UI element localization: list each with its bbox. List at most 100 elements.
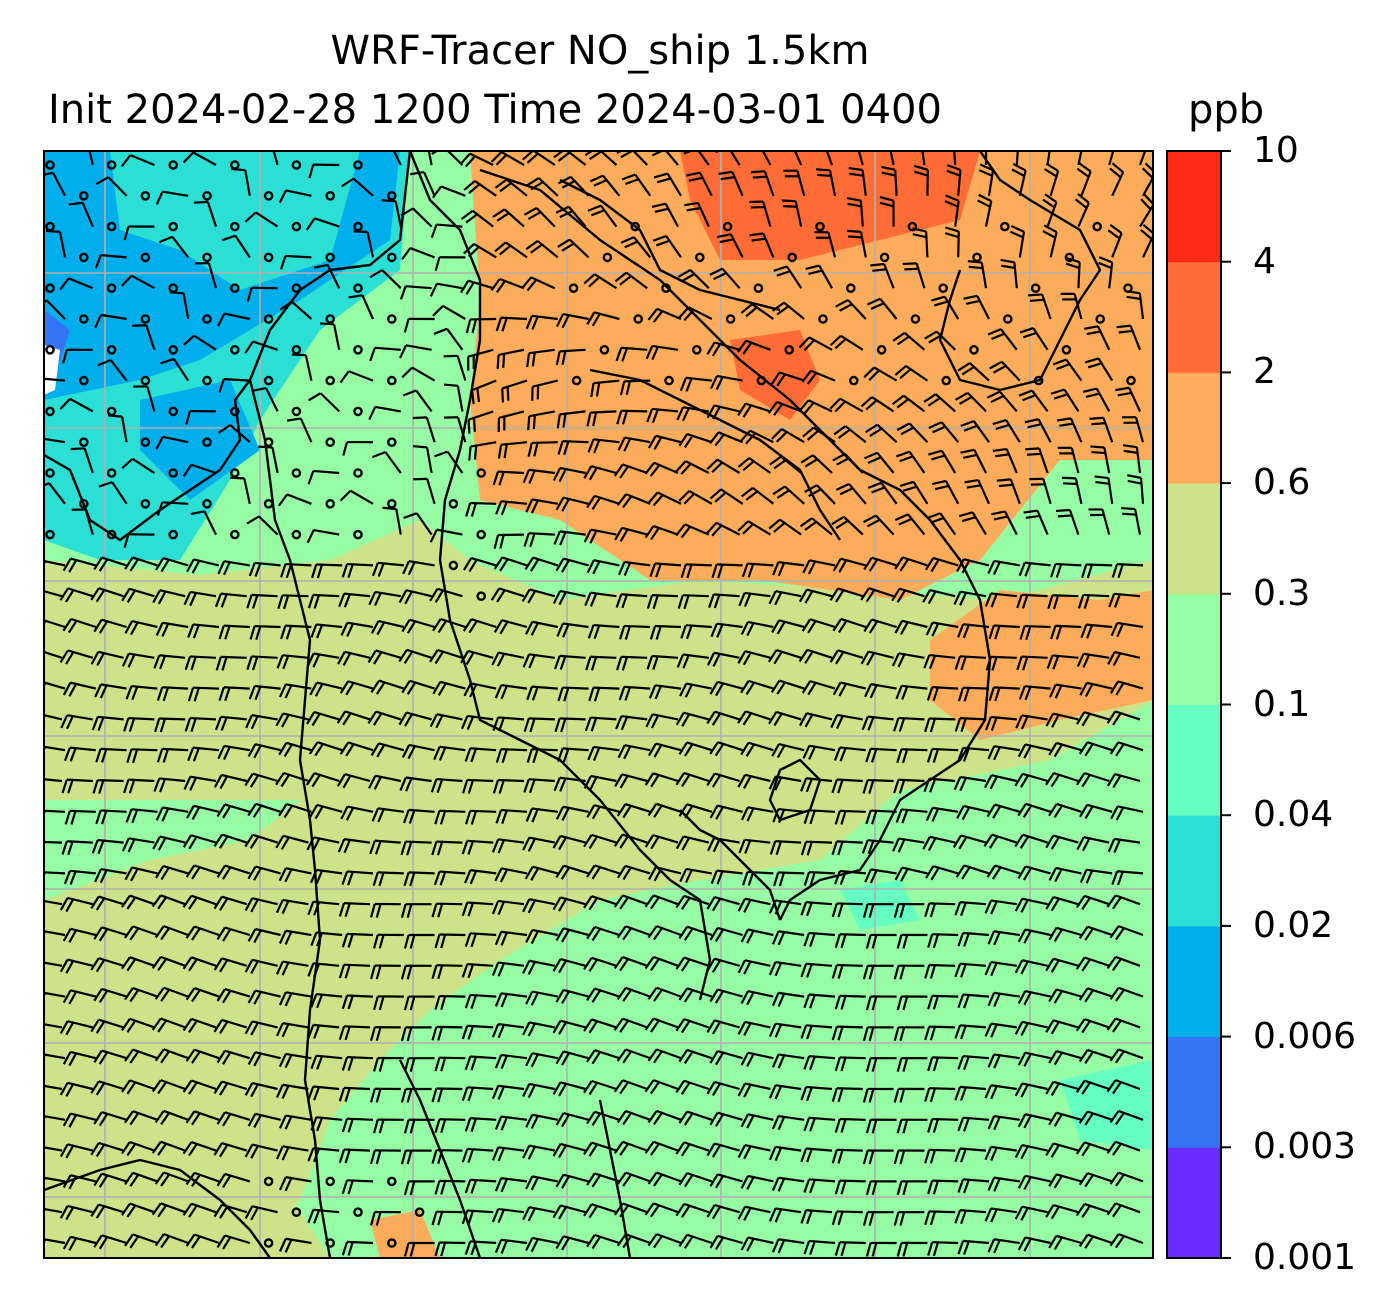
wind-barb-flag <box>561 350 567 365</box>
wind-barb-shaft <box>190 775 217 783</box>
wind-barb-flag <box>675 523 686 537</box>
wind-barb-flag <box>1045 896 1055 910</box>
wind-barb-flag <box>1116 623 1124 638</box>
wind-barb-flag <box>154 925 165 939</box>
wind-barb-flag <box>560 866 571 880</box>
wind-barb-shaft <box>162 747 189 752</box>
wind-barb-shaft <box>940 421 960 443</box>
wind-barb-shaft <box>1084 1202 1110 1214</box>
wind-barb-flag <box>1109 224 1123 235</box>
wind-barb-flag <box>247 803 257 817</box>
wind-barb-shaft <box>313 900 340 906</box>
wind-barb-shaft <box>1056 741 1082 752</box>
wind-barb-shaft <box>1108 262 1114 289</box>
wind-barb-flag <box>65 1206 75 1221</box>
wind-barb-flag <box>490 278 501 292</box>
wind-barb-flag <box>834 1118 841 1133</box>
wind-barb-flag <box>90 1080 100 1094</box>
wind-barb-flag <box>922 589 931 603</box>
wind-barb-shaft <box>1083 593 1110 598</box>
wind-barb-flag <box>833 747 841 761</box>
wind-barb-shaft <box>1055 683 1082 690</box>
wind-barb-flag <box>806 1025 813 1040</box>
wind-barb-flag <box>216 988 226 1002</box>
wind-barb-flag <box>121 1018 131 1031</box>
wind-barb-flag <box>280 625 287 640</box>
wind-barb-flag <box>720 176 735 181</box>
wind-barb-shaft <box>344 773 371 783</box>
calm-wind-marker <box>907 221 918 232</box>
wind-barb-flag <box>440 1180 447 1195</box>
wind-barb-flag <box>775 431 788 443</box>
wind-barb-flag <box>1042 198 1056 209</box>
wind-barb-flag <box>650 958 660 972</box>
wind-barb-shaft <box>1087 987 1113 998</box>
wind-barb-shaft <box>875 514 895 536</box>
wind-barb-shaft <box>1118 986 1144 998</box>
wind-barb-shaft <box>796 170 806 197</box>
wind-barb-flag <box>834 870 841 885</box>
wind-barb-flag <box>62 349 68 364</box>
wind-barb-shaft <box>439 1118 466 1121</box>
wind-barb-shaft <box>442 305 466 320</box>
wind-barb-shaft <box>346 932 374 937</box>
wind-barb-flag <box>344 903 351 918</box>
wind-barb-flag <box>1106 1017 1117 1031</box>
wind-barb-shaft <box>163 925 189 937</box>
wind-barb-shaft <box>837 587 864 598</box>
wind-barb-flag <box>470 933 478 948</box>
wind-barb-shaft <box>1086 623 1113 629</box>
wind-barb-flag <box>984 899 993 914</box>
wind-barb-flag <box>929 1026 936 1041</box>
wind-barb-flag <box>1011 168 1025 178</box>
wind-barb-flag <box>555 313 565 328</box>
wind-barb-flag <box>902 996 909 1011</box>
wind-barb-flag <box>894 556 904 570</box>
wind-barb-flag <box>963 994 970 1009</box>
wind-barb-flag <box>498 717 505 732</box>
wind-barb-flag <box>965 299 981 305</box>
wind-barb-shaft <box>1083 836 1110 844</box>
wind-barb-flag <box>121 1141 131 1155</box>
wind-barb-flag <box>189 592 197 607</box>
calm-wind-marker <box>106 529 117 540</box>
wind-barb-flag <box>1025 447 1040 451</box>
wind-barb-flag <box>559 655 567 670</box>
wind-barb-flag <box>429 588 439 602</box>
wind-barb-flag <box>742 342 753 355</box>
wind-barb-flag <box>1111 162 1124 174</box>
wind-barb-shaft <box>775 775 802 783</box>
wind-barb-shaft <box>779 518 802 536</box>
wind-barb-flag <box>711 564 718 579</box>
wind-barb-shaft <box>436 902 463 906</box>
wind-barb-shaft <box>316 868 343 875</box>
wind-barb-flag <box>65 960 75 974</box>
wind-barb-flag <box>848 166 863 172</box>
wind-barb-shaft <box>528 717 555 721</box>
wind-barb-flag <box>840 934 847 949</box>
wind-barb-shaft <box>375 710 402 721</box>
wind-barb-flag <box>994 687 1001 702</box>
wind-barb-flag <box>651 202 666 208</box>
wind-barb-flag <box>344 1149 351 1164</box>
wind-barb-flag <box>776 681 786 695</box>
wind-barb-flag <box>398 712 408 726</box>
wind-barb-flag <box>1048 1235 1058 1249</box>
wind-barb-shaft <box>655 684 682 690</box>
wind-barb-flag <box>464 155 476 168</box>
wind-barb-shaft <box>531 314 558 321</box>
wind-barb-flag <box>1020 899 1029 913</box>
wind-barb-flag <box>746 930 755 944</box>
wind-barb-shaft <box>194 987 220 998</box>
calm-wind-marker <box>661 283 671 294</box>
wind-barb-shaft <box>844 425 867 444</box>
colorbar-segment <box>1167 151 1221 263</box>
wind-barb-flag <box>157 1204 168 1218</box>
wind-barb-shaft <box>411 366 436 382</box>
wind-barb-shaft <box>993 1238 1020 1245</box>
wind-barb-flag <box>899 1211 906 1226</box>
wind-barb-shaft <box>1024 1113 1051 1121</box>
wind-barb-shaft <box>899 587 925 598</box>
wind-barb-flag <box>124 1110 134 1124</box>
wind-barb-shaft <box>163 986 189 998</box>
